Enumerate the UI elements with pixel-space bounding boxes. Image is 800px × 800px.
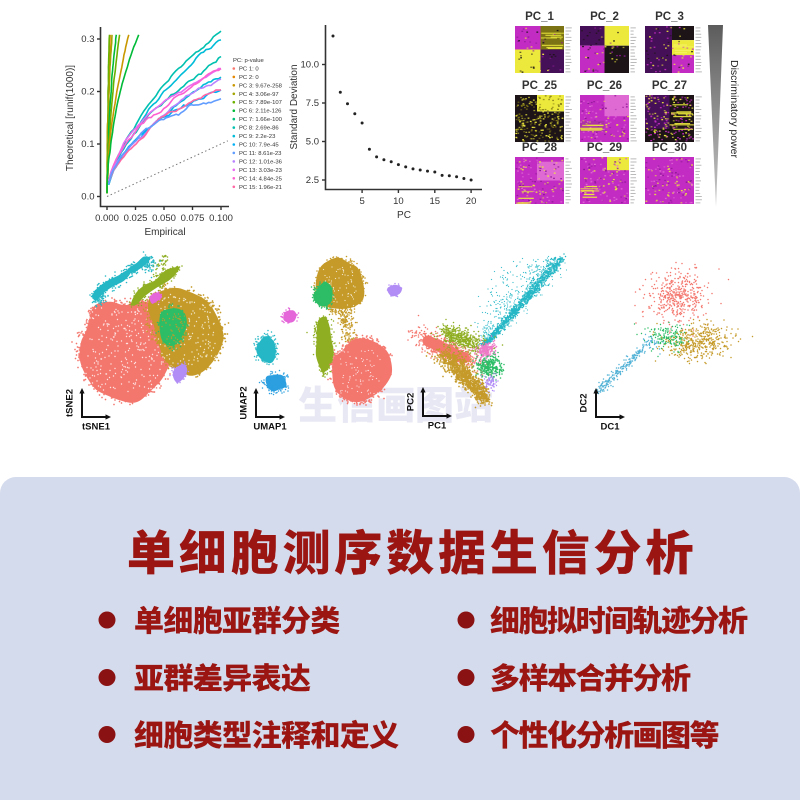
svg-text:10.0: 10.0 — [301, 60, 320, 71]
svg-text:20: 20 — [466, 196, 477, 207]
svg-text:0.025: 0.025 — [124, 213, 148, 224]
svg-text:0.075: 0.075 — [181, 213, 205, 224]
svg-text:0.1: 0.1 — [81, 139, 94, 150]
svg-text:Standard Deviation: Standard Deviation — [289, 64, 300, 149]
svg-text:tSNE2: tSNE2 — [65, 389, 76, 417]
svg-text:PC 5: 7.89e-107: PC 5: 7.89e-107 — [239, 100, 282, 106]
svg-text:PC: PC — [397, 210, 411, 221]
svg-text:PC 15: 1.96e-21: PC 15: 1.96e-21 — [239, 185, 282, 191]
svg-text:10: 10 — [393, 196, 404, 207]
svg-text:0.3: 0.3 — [81, 34, 94, 45]
svg-text:PC 1: 0: PC 1: 0 — [239, 67, 259, 73]
svg-text:DC1: DC1 — [600, 422, 620, 433]
svg-text:PC_25: PC_25 — [522, 80, 558, 92]
svg-text:PC1: PC1 — [428, 421, 447, 432]
svg-text:UMAP1: UMAP1 — [253, 422, 287, 433]
svg-text:7.5: 7.5 — [306, 98, 319, 109]
svg-text:PC 14: 4.84e-25: PC 14: 4.84e-25 — [239, 176, 283, 182]
svg-text:PC 10: 7.9e-45: PC 10: 7.9e-45 — [239, 143, 279, 149]
svg-text:PC 11: 8.61e-23: PC 11: 8.61e-23 — [239, 151, 282, 157]
svg-text:PC 6: 2.11e-126: PC 6: 2.11e-126 — [239, 109, 282, 115]
svg-text:PC_30: PC_30 — [652, 142, 687, 154]
svg-text:PC_29: PC_29 — [587, 142, 622, 154]
svg-text:0.2: 0.2 — [81, 87, 94, 98]
svg-text:PC 3: 9.67e-258: PC 3: 9.67e-258 — [239, 83, 283, 89]
svg-text:PC_1: PC_1 — [525, 11, 554, 23]
svg-text:0.100: 0.100 — [209, 213, 233, 224]
svg-text:PC 12: 1.01e-36: PC 12: 1.01e-36 — [239, 159, 283, 165]
svg-text:PC_28: PC_28 — [522, 142, 558, 154]
svg-text:DC2: DC2 — [579, 393, 590, 412]
svg-text:5: 5 — [359, 196, 364, 207]
svg-text:PC2: PC2 — [406, 393, 417, 411]
svg-text:0.000: 0.000 — [95, 213, 119, 224]
svg-text:0.0: 0.0 — [81, 192, 94, 203]
svg-text:PC_2: PC_2 — [590, 11, 619, 23]
svg-text:PC 13: 3.03e-23: PC 13: 3.03e-23 — [239, 168, 283, 174]
svg-text:tSNE1: tSNE1 — [82, 422, 111, 433]
svg-text:PC 7: 1.66e-100: PC 7: 1.66e-100 — [239, 117, 283, 123]
svg-text:PC 2: 0: PC 2: 0 — [239, 75, 259, 81]
svg-text:PC 4: 3.06e-97: PC 4: 3.06e-97 — [239, 92, 279, 98]
svg-text:2.5: 2.5 — [306, 175, 319, 186]
svg-text:0.050: 0.050 — [152, 213, 176, 224]
svg-text:PC 8: 2.69e-86: PC 8: 2.69e-86 — [239, 126, 279, 132]
svg-text:PC: p-value: PC: p-value — [233, 58, 265, 64]
svg-text:5.0: 5.0 — [306, 137, 319, 148]
svg-text:PC_26: PC_26 — [587, 80, 622, 92]
svg-text:15: 15 — [430, 196, 441, 207]
svg-text:PC_3: PC_3 — [655, 11, 684, 23]
svg-text:Theoretical [runif(1000)]: Theoretical [runif(1000)] — [65, 65, 76, 171]
svg-text:Empirical: Empirical — [144, 227, 185, 238]
svg-text:PC_27: PC_27 — [652, 80, 687, 92]
svg-text:Discriminatory power: Discriminatory power — [728, 60, 740, 159]
svg-text:PC 9: 2.2e-23: PC 9: 2.2e-23 — [239, 134, 276, 140]
svg-text:UMAP2: UMAP2 — [239, 386, 250, 419]
